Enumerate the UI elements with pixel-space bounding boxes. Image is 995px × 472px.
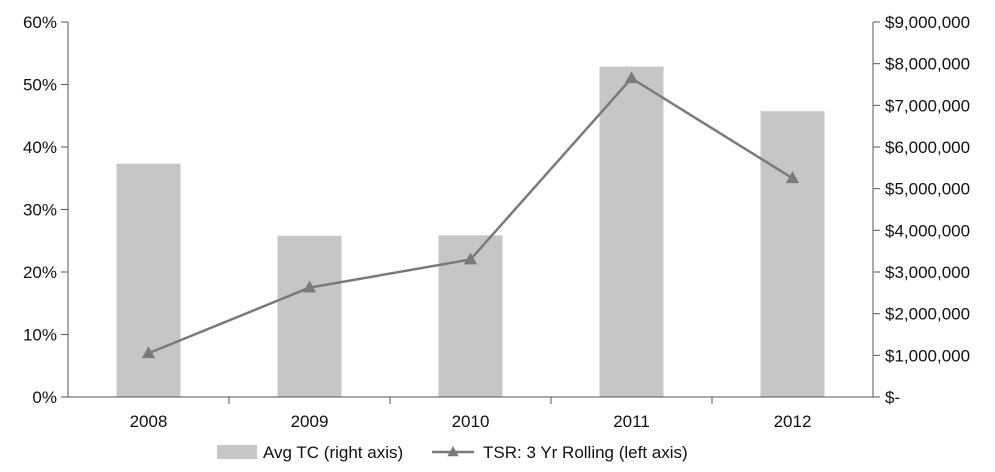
tsr-point-2011	[624, 71, 639, 84]
legend-label-tsr: TSR: 3 Yr Rolling (left axis)	[483, 443, 688, 462]
bar-2011	[599, 66, 664, 397]
legend-marker-tsr	[447, 446, 459, 457]
left-y-tick-label: 60%	[23, 13, 57, 32]
tsr-point-2010	[463, 252, 478, 265]
x-tick-label-2010: 2010	[452, 412, 490, 431]
tsr-point-2012	[785, 171, 800, 184]
left-y-tick-label: 50%	[23, 76, 57, 95]
left-y-tick-label: 20%	[23, 263, 57, 282]
right-y-tick-label: $7,000,000	[885, 96, 970, 115]
x-tick-labels: 2008 2009 2010 2011 2012	[130, 412, 812, 431]
left-y-tick-labels: 0% 10% 20% 30% 40% 50% 60%	[23, 13, 57, 407]
right-y-tick-label: $4,000,000	[885, 221, 970, 240]
bar-2012	[760, 111, 825, 398]
bar-series-avg-tc	[116, 66, 825, 398]
right-y-tick-label: $3,000,000	[885, 263, 970, 282]
tsr-point-2009	[302, 280, 317, 293]
chart-legend: Avg TC (right axis) TSR: 3 Yr Rolling (le…	[217, 443, 688, 462]
x-tick-label-2012: 2012	[774, 412, 812, 431]
right-y-tick-label: $1,000,000	[885, 346, 970, 365]
right-y-tick-labels: $- $1,000,000 $2,000,000 $3,000,000 $4,000,0…	[885, 13, 970, 407]
legend-label-avg-tc: Avg TC (right axis)	[263, 443, 403, 462]
right-y-tick-label: $8,000,000	[885, 55, 970, 74]
legend-swatch-avg-tc	[217, 445, 257, 459]
right-y-tick-label: $2,000,000	[885, 305, 970, 324]
x-tick-label-2011: 2011	[613, 412, 650, 431]
right-y-tick-label: $9,000,000	[885, 13, 970, 32]
right-y-tick-label: $5,000,000	[885, 180, 970, 199]
left-y-tick-label: 0%	[32, 388, 57, 407]
x-tick-label-2009: 2009	[291, 412, 329, 431]
tsr-point-2008	[141, 346, 156, 359]
x-tick-label-2008: 2008	[130, 412, 168, 431]
chart-axes	[61, 21, 880, 404]
left-y-tick-label: 10%	[23, 326, 57, 345]
line-series-tsr	[141, 71, 800, 359]
bar-2009	[277, 235, 342, 397]
left-y-tick-label: 40%	[23, 138, 57, 157]
right-y-tick-label: $6,000,000	[885, 138, 970, 157]
right-y-tick-label: $-	[885, 388, 900, 407]
bar-2008	[116, 163, 181, 397]
left-y-tick-label: 30%	[23, 201, 57, 220]
